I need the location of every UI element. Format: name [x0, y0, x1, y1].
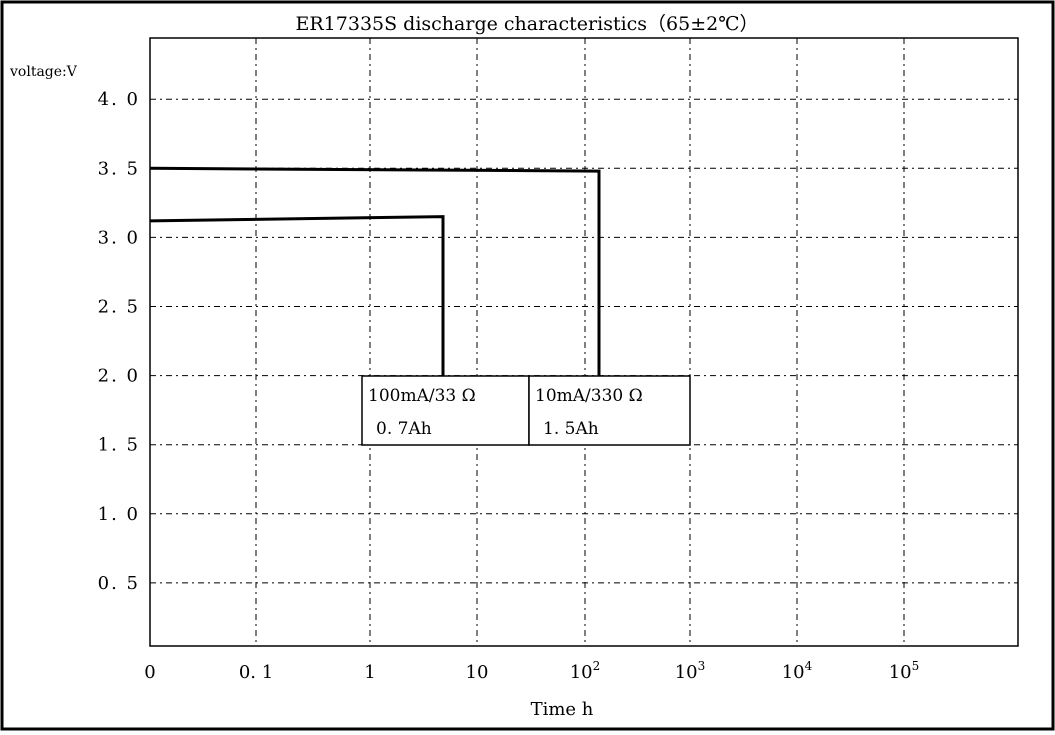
series-line — [149, 215, 445, 376]
x-axis-label: Time h — [531, 699, 594, 720]
y-tick-label: 0. 5 — [98, 573, 140, 594]
y-tick-label: 2. 0 — [98, 366, 140, 387]
annotation-layer: 100mA/33 Ω 0. 7Ah 10mA/330 Ω 1. 5Ah — [361, 375, 691, 446]
annotation-box — [361, 375, 530, 446]
annotation-load: 10mA/330 Ω — [535, 386, 643, 406]
annotation-capacity: 0. 7Ah — [376, 419, 432, 439]
series-line — [149, 166, 601, 376]
x-tick-label: 1 — [364, 662, 375, 683]
x-tick-label: 10 — [466, 662, 489, 683]
y-tick-label: 2. 5 — [98, 297, 140, 318]
y-tick-label: 1. 0 — [98, 504, 140, 525]
plot-area — [149, 37, 1019, 647]
x-tick-label: 0. 1 — [239, 662, 273, 683]
annotation-box — [528, 375, 691, 446]
x-tick-label: 0 — [144, 662, 155, 683]
chart-title: ER17335S discharge characteristics（65±2℃… — [296, 13, 759, 35]
y-tick-label: 4. 0 — [98, 89, 140, 110]
grid — [150, 38, 1018, 646]
annotation-capacity: 1. 5Ah — [543, 419, 599, 439]
y-tick-label: 3. 0 — [98, 227, 140, 248]
y-tick-label: 1. 5 — [98, 435, 140, 456]
annotation-load: 100mA/33 Ω — [368, 386, 476, 406]
y-axis-label: voltage:V — [9, 64, 78, 80]
series-layer — [149, 166, 601, 376]
y-tick-label: 3. 5 — [98, 158, 140, 179]
